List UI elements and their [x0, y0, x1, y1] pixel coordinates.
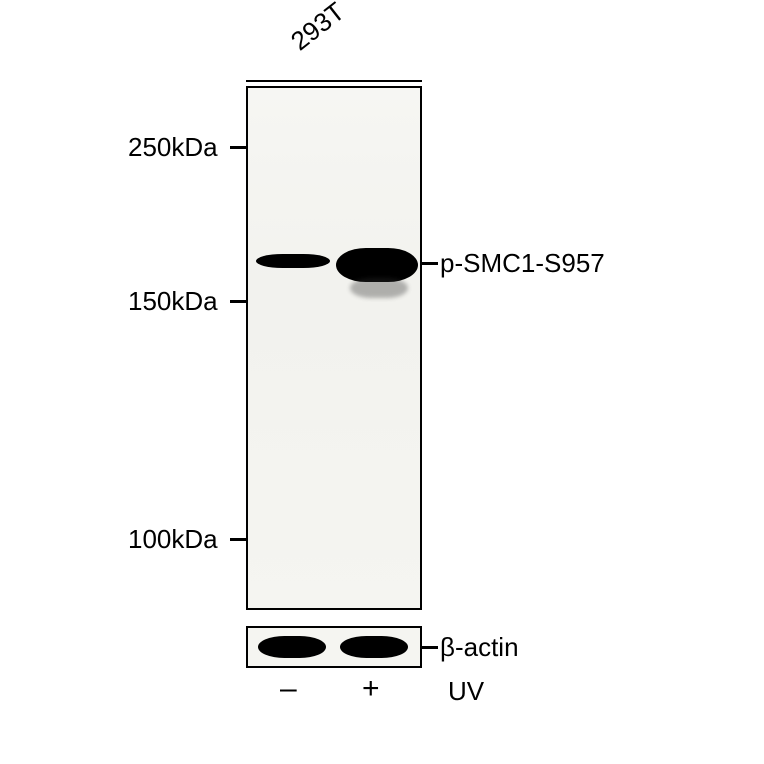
ladder-tick-250 — [230, 146, 246, 149]
sample-bar — [246, 80, 422, 82]
ladder-tick-100 — [230, 538, 246, 541]
ladder-label-100: 100kDa — [128, 524, 218, 555]
sample-label: 293T — [285, 0, 351, 57]
ladder-label-150: 150kDa — [128, 286, 218, 317]
sample-label-text: 293T — [285, 0, 350, 56]
band-psmc1-lane2 — [336, 248, 418, 282]
band-actin-lane1 — [258, 636, 326, 658]
band-actin-lane2 — [340, 636, 408, 658]
main-blot-bg — [248, 88, 420, 608]
ladder-label-250: 250kDa — [128, 132, 218, 163]
treatment-label: UV — [448, 676, 484, 707]
western-blot-figure: 293T 250kDa 150kDa 100kDa p-SMC1-S957 β-… — [0, 0, 764, 764]
ladder-tick-150 — [230, 300, 246, 303]
right-tick-psmc1 — [422, 262, 438, 265]
right-tick-actin — [422, 646, 438, 649]
band-psmc1-lane2-tail — [350, 278, 408, 298]
main-blot — [246, 86, 422, 610]
right-label-psmc1: p-SMC1-S957 — [440, 248, 605, 279]
condition-plus: + — [362, 672, 380, 706]
right-label-actin: β-actin — [440, 632, 519, 663]
condition-minus: – — [280, 672, 297, 706]
band-psmc1-lane1 — [256, 254, 330, 268]
